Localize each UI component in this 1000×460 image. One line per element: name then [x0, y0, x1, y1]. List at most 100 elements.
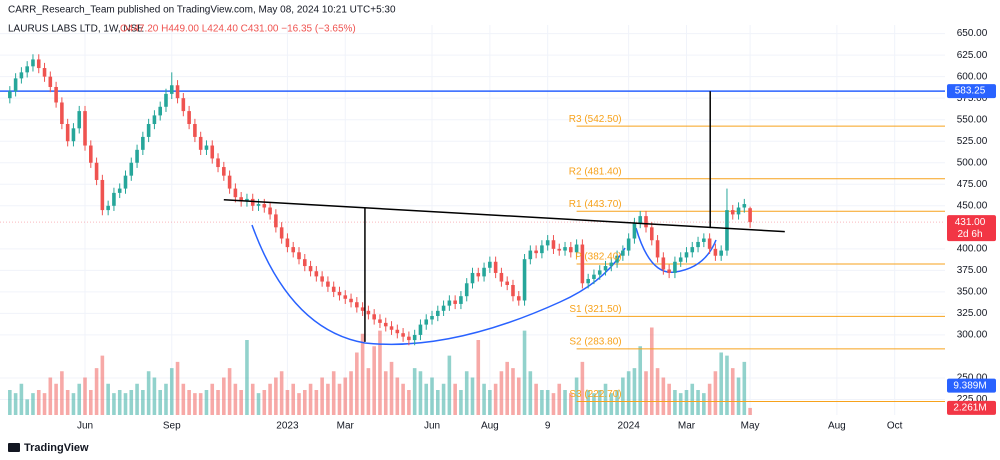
- volume-bar: [193, 393, 197, 415]
- candle-body: [320, 276, 324, 282]
- candle-body: [540, 245, 544, 254]
- volume-bar: [378, 330, 382, 415]
- drawing-line: [223, 199, 785, 233]
- symbol: LAURUS LABS LTD, 1W, NSE: [8, 24, 144, 35]
- volume-bar: [725, 355, 729, 415]
- candle-body: [106, 205, 110, 211]
- volume-bar: [100, 355, 105, 415]
- volume-bar: [540, 390, 544, 415]
- y-tick-label: 600.00: [957, 71, 988, 82]
- candle-body: [326, 281, 330, 287]
- candle-body: [297, 252, 301, 260]
- volume-bar: [476, 340, 481, 415]
- volume-bar: [314, 390, 319, 415]
- candle-body: [551, 240, 556, 249]
- volume-bar: [42, 393, 47, 415]
- candle-body: [331, 286, 336, 292]
- candle-body: [713, 248, 718, 256]
- candle-body: [522, 259, 527, 301]
- candle-body: [424, 319, 429, 325]
- volume-bar: [129, 390, 134, 415]
- publisher: CARR_Research_Team published on TradingV…: [8, 5, 396, 16]
- x-tick-label: Aug: [481, 421, 499, 432]
- volume-bar: [337, 383, 342, 415]
- candle-body: [233, 188, 238, 198]
- volume-bar: [222, 377, 226, 415]
- volume-bar: [360, 333, 365, 415]
- volume-bar: [216, 390, 220, 415]
- volume-bar: [742, 361, 747, 415]
- volume-bar: [395, 377, 400, 415]
- volume-bar: [626, 371, 631, 415]
- candle-body: [574, 244, 579, 253]
- volume-bar: [702, 393, 706, 415]
- volume-bar: [678, 393, 683, 415]
- candle-body: [355, 302, 359, 308]
- volume-bar: [233, 383, 238, 415]
- volume-bar: [707, 383, 712, 415]
- logo: [8, 443, 20, 452]
- volume-bar: [331, 371, 336, 415]
- pivot-label: R2 (481.40): [569, 166, 622, 177]
- volume-bar: [77, 383, 82, 415]
- candle-body: [8, 91, 12, 99]
- volume-bar: [655, 368, 660, 415]
- candle-body: [684, 252, 689, 258]
- volume-bar: [621, 377, 625, 415]
- volume-bar: [730, 368, 735, 415]
- candle-body: [366, 310, 371, 315]
- candle-body: [71, 128, 76, 142]
- volume-bar: [349, 371, 353, 415]
- volume-bar: [516, 377, 521, 415]
- x-tick-label: Oct: [887, 421, 903, 432]
- volume-bar: [320, 377, 324, 415]
- volume-bar: [123, 393, 128, 415]
- candle-body: [112, 192, 116, 206]
- candle-body: [447, 300, 452, 306]
- candle-body: [279, 227, 284, 239]
- candle-body: [135, 149, 139, 163]
- volume-bar: [511, 368, 515, 415]
- volume-bar: [83, 377, 87, 415]
- candle-body: [528, 250, 533, 260]
- candle-body: [470, 272, 475, 284]
- candle-body: [216, 158, 220, 168]
- volume-bar: [736, 377, 741, 415]
- volume-bar: [181, 383, 186, 415]
- volume-bar: [250, 383, 255, 415]
- volume-bar: [383, 371, 388, 415]
- volume-bar: [661, 377, 666, 415]
- volume-bar: [505, 361, 509, 415]
- volume-tag: 2.261M: [953, 403, 986, 414]
- volume-bar: [204, 390, 209, 415]
- volume-bar: [632, 368, 637, 415]
- candle-body: [482, 267, 486, 277]
- volume-bar: [158, 390, 162, 415]
- x-tick-label: Aug: [828, 421, 846, 432]
- candle-body: [626, 238, 631, 251]
- candle-body: [13, 78, 18, 92]
- candle-body: [193, 124, 197, 137]
- candle-body: [169, 85, 174, 94]
- volume-bar: [401, 383, 405, 415]
- y-tick-label: 525.00: [957, 136, 988, 147]
- volume-bar: [667, 383, 671, 415]
- volume-bar: [135, 383, 139, 415]
- candle-body: [661, 257, 666, 270]
- candle-body: [725, 210, 729, 251]
- volume-bar: [592, 393, 596, 415]
- candle-body: [77, 111, 82, 129]
- candle-body: [227, 175, 232, 189]
- candle-body: [54, 86, 58, 103]
- candle-body: [210, 145, 215, 159]
- candle-body: [453, 300, 457, 304]
- candle-body: [245, 198, 249, 202]
- volume-bar: [8, 390, 12, 415]
- volume-bar: [164, 383, 168, 415]
- candle-body: [65, 124, 70, 142]
- candle-body: [730, 210, 735, 215]
- countdown: 2d 6h: [957, 229, 982, 240]
- y-tick-label: 250.00: [957, 373, 988, 384]
- x-tick-label: Mar: [337, 421, 355, 432]
